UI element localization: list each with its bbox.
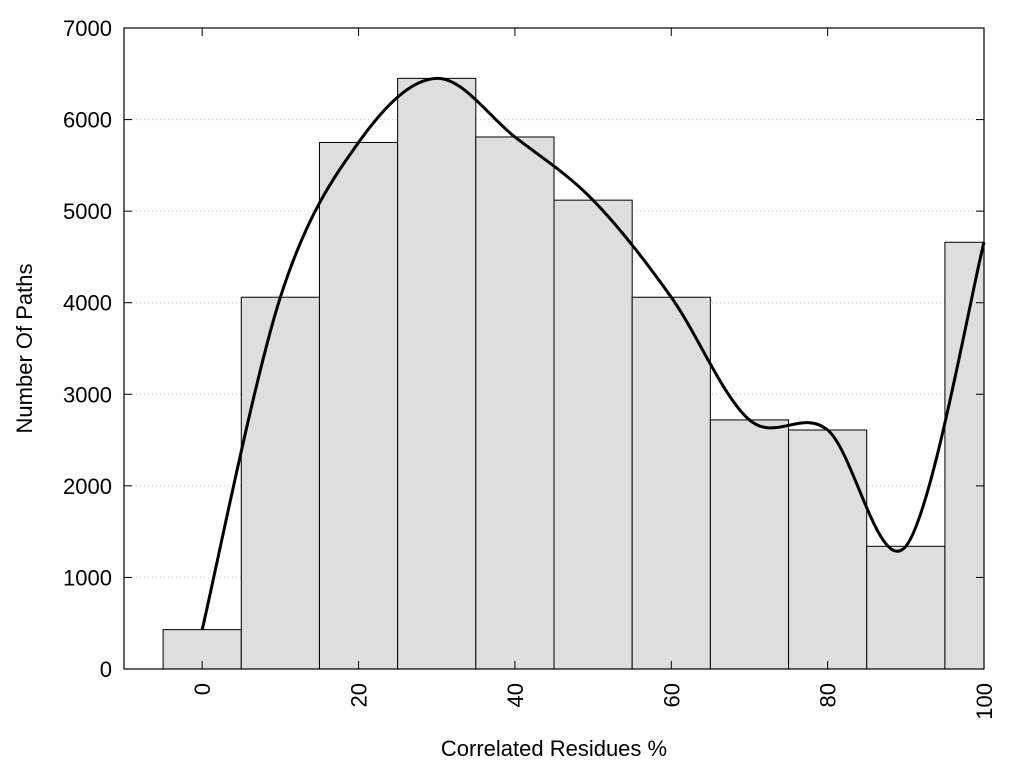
bars	[162, 77, 985, 670]
y-tick-label: 5000	[63, 199, 112, 224]
bar	[866, 545, 946, 670]
y-tick-label: 1000	[63, 565, 112, 590]
y-tick-label: 4000	[63, 291, 112, 316]
bar	[944, 241, 985, 670]
y-axis-ticks: 0 1000 2000 3000 4000 5000 6000 7000	[63, 16, 984, 682]
bar	[788, 429, 868, 670]
y-axis-title: Number Of Paths	[12, 264, 37, 434]
bar	[318, 141, 399, 670]
plot-frame	[123, 27, 985, 670]
bar	[240, 296, 320, 670]
y-tick-label: 6000	[63, 108, 112, 133]
y-tick-label: 2000	[63, 474, 112, 499]
x-tick-label: 80	[816, 683, 841, 707]
x-tick-label: 40	[503, 683, 528, 707]
x-axis-ticks: 0 20 40 60 80 100	[190, 28, 997, 720]
bar	[397, 77, 477, 670]
y-tick-label: 7000	[63, 16, 112, 41]
y-tick-label: 3000	[63, 382, 112, 407]
x-tick-label: 60	[659, 683, 684, 707]
x-tick-label: 20	[347, 683, 372, 707]
bar	[631, 296, 711, 670]
bar	[553, 199, 633, 670]
curve-line	[200, 76, 986, 630]
x-axis-title: Correlated Residues %	[441, 736, 667, 761]
bar	[709, 419, 790, 670]
trend-curve	[200, 76, 986, 630]
x-tick-label: 0	[190, 683, 215, 695]
x-tick-label: 100	[972, 683, 997, 720]
y-tick-label: 0	[100, 657, 112, 682]
bar	[475, 136, 555, 670]
